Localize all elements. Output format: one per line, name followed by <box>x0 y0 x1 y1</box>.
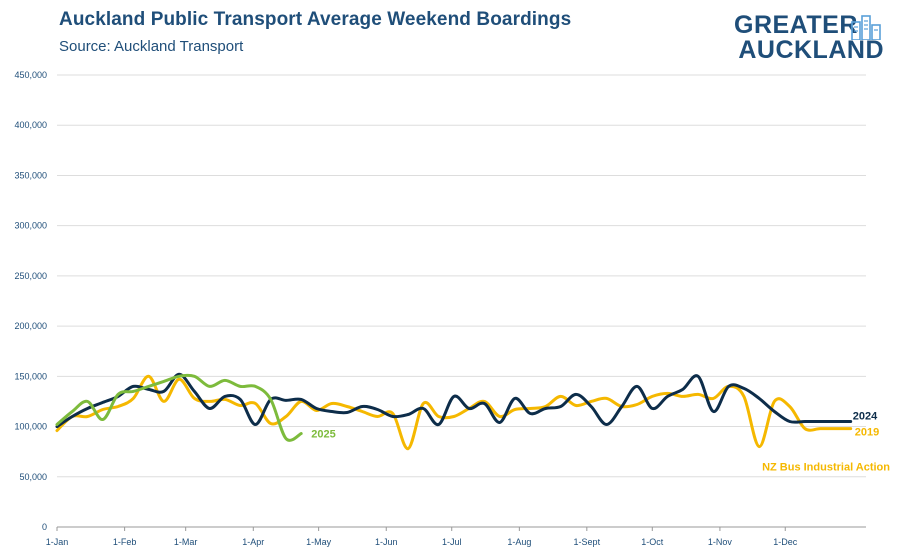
x-tick-label: 1-Sept <box>574 537 601 547</box>
y-tick-label: 50,000 <box>19 472 47 482</box>
y-axis-tick-labels: 0 50,000 100,000 150,000 200,000 250,000 300,0… <box>14 70 47 532</box>
x-tick-label: 1-May <box>306 537 332 547</box>
x-tick-label: 1-Apr <box>242 537 264 547</box>
y-tick-label: 400,000 <box>14 120 47 130</box>
x-tick-label: 1-Jul <box>442 537 462 547</box>
x-tick-label: 1-Dec <box>773 537 798 547</box>
x-tick-label: 1-Jun <box>375 537 398 547</box>
logo-text-auckland: AUCKLAND <box>738 36 884 64</box>
x-tick-label: 1-Mar <box>174 537 198 547</box>
y-tick-label: 0 <box>42 522 47 532</box>
y-tick-label: 250,000 <box>14 271 47 281</box>
y-tick-label: 200,000 <box>14 321 47 331</box>
x-tick-label: 1-Feb <box>113 537 137 547</box>
x-tick-label: 1-Oct <box>641 537 664 547</box>
series-label-2024: 2024 <box>853 411 878 423</box>
gridlines <box>57 74 866 528</box>
x-tick-label: 1-Aug <box>507 537 531 547</box>
x-tick-label: 1-Nov <box>708 537 733 547</box>
series-line-2019 <box>55 374 853 451</box>
series-label-2019: 2019 <box>855 427 879 439</box>
x-tick-label: 1-Jan <box>46 537 69 547</box>
y-tick-label: 100,000 <box>14 422 47 432</box>
series-labels: 2019 2024 2025 <box>311 411 879 441</box>
y-tick-label: 300,000 <box>14 221 47 231</box>
series-lines <box>55 372 853 451</box>
city-buildings-icon <box>851 15 881 40</box>
chart-subtitle: Source: Auckland Transport <box>59 38 244 55</box>
annotations: NZ Bus Industrial Action <box>762 462 890 474</box>
x-axis-tick-labels: 1-Jan 1-Feb 1-Mar 1-Apr 1-May 1-Jun 1-Jul 1-Aug… <box>46 527 798 547</box>
y-tick-label: 450,000 <box>14 70 47 80</box>
series-label-2025: 2025 <box>311 429 335 441</box>
annotation-nz-bus-industrial-action: NZ Bus Industrial Action <box>762 462 890 474</box>
chart-title: Auckland Public Transport Average Weeken… <box>59 9 572 30</box>
y-tick-label: 350,000 <box>14 170 47 180</box>
y-tick-label: 150,000 <box>14 371 47 381</box>
logo-text-greater: GREATER <box>734 11 858 39</box>
greater-auckland-logo: GREATER AUCKLAND <box>734 12 884 64</box>
series-line-2024 <box>55 372 853 429</box>
series-line-2025 <box>55 373 303 442</box>
